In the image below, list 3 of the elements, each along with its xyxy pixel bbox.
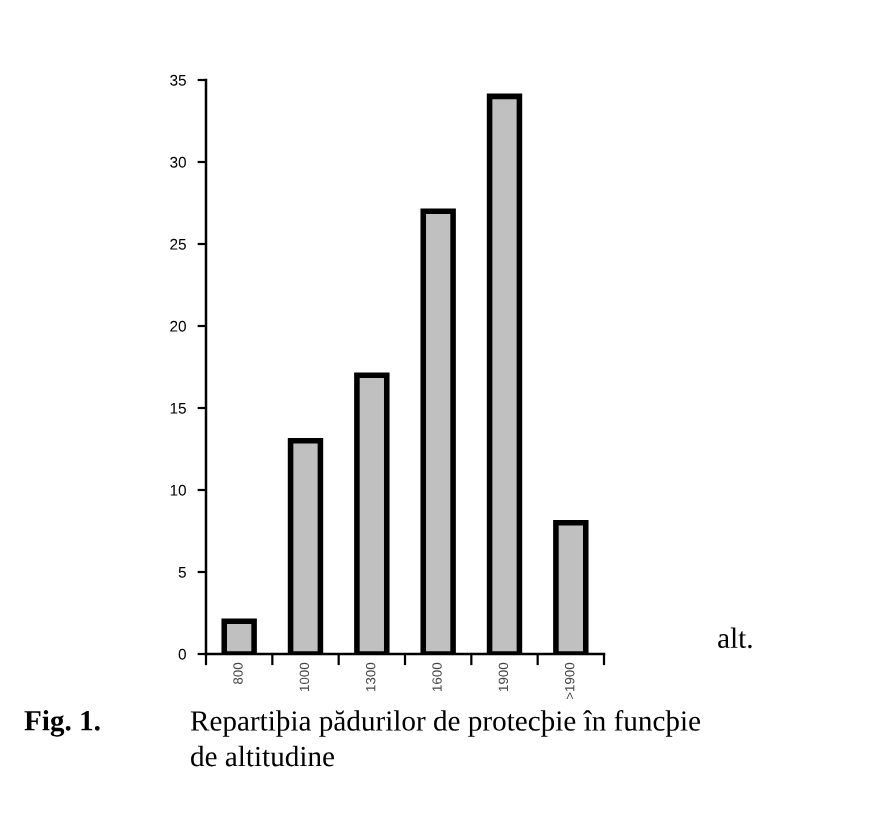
x-axis-title: alt. [718,627,752,649]
caption: Fig. 1. [24,710,100,737]
text: Repartiþia pădurilor de protecþie în funcþie de altitudine [190,710,701,767]
